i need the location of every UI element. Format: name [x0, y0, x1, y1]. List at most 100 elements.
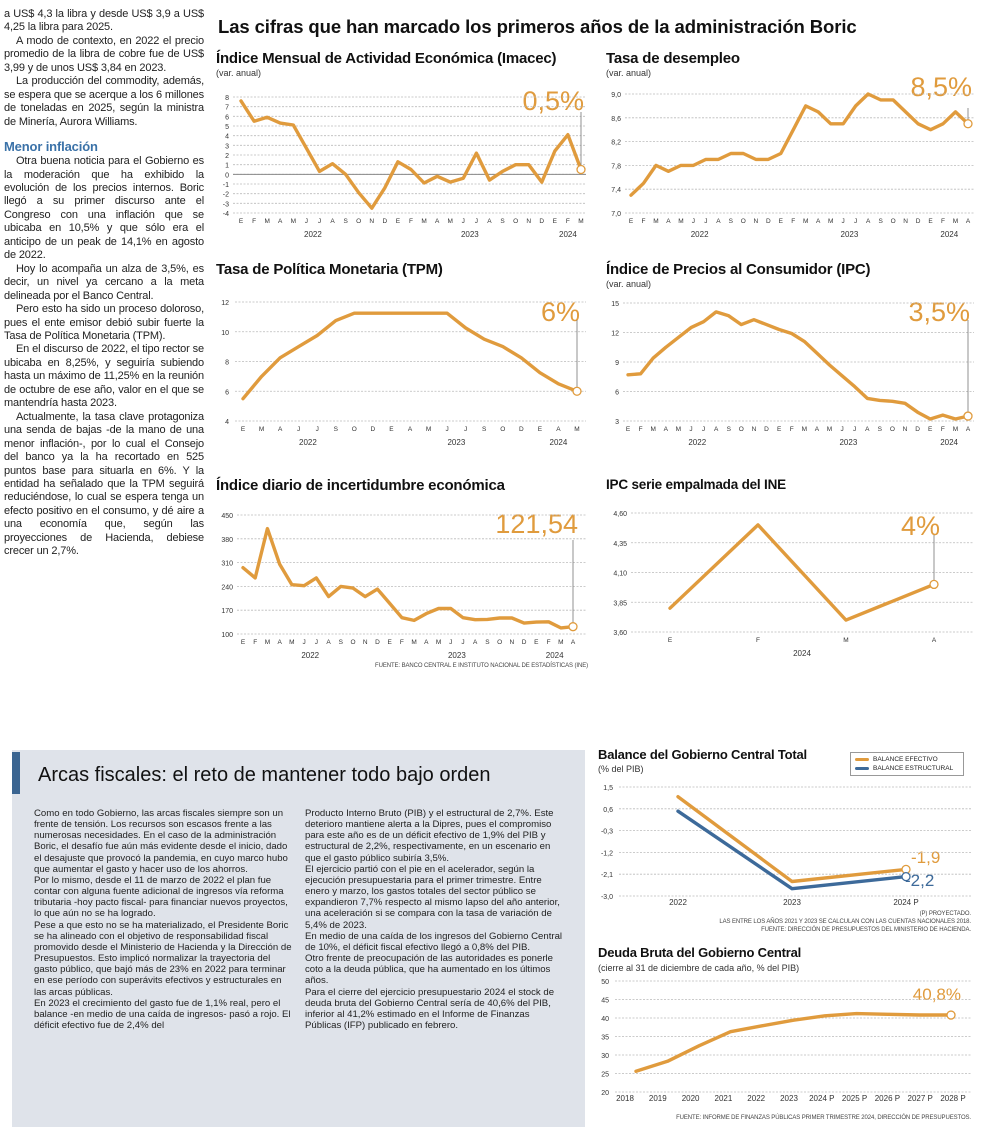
x-tick-label: D: [375, 639, 380, 646]
x-tick-label: N: [752, 426, 757, 433]
x-tick-label: A: [815, 426, 820, 433]
x-tick-label: F: [756, 637, 760, 644]
y-tick-label: 40: [601, 1016, 609, 1023]
paragraph: Otra buena noticia para el Gobierno es l…: [4, 155, 204, 262]
x-tick-label: A: [487, 218, 492, 225]
x-tick-label: O: [497, 639, 502, 646]
x-tick-label: M: [953, 426, 958, 433]
x-tick-label: 2020: [682, 1094, 700, 1103]
y-tick-label: 4,10: [613, 571, 627, 578]
chart-callout: 0,5%: [522, 86, 584, 116]
x-tick-label: N: [510, 639, 515, 646]
x-tick-label: J: [702, 426, 705, 433]
x-tick-label: F: [253, 639, 257, 646]
year-label: 2022: [299, 438, 317, 447]
x-tick-label: A: [866, 218, 871, 225]
series-line: [241, 526, 575, 630]
end-point-marker: [946, 1010, 956, 1020]
x-tick-label: J: [461, 639, 464, 646]
y-tick-label: 6: [225, 114, 229, 121]
year-label: 2023: [839, 438, 857, 447]
x-tick-label: E: [928, 218, 933, 225]
x-tick-label: M: [265, 639, 270, 646]
x-tick-label: S: [482, 426, 487, 433]
x-tick-label: A: [408, 426, 413, 433]
x-tick-label: F: [941, 426, 945, 433]
x-tick-label: E: [779, 218, 784, 225]
chart-title: Tasa de Política Monetaria (TPM): [216, 261, 443, 278]
x-tick-label: A: [278, 218, 283, 225]
chart-imacec: Índice Mensual de Actividad Económica (I…: [213, 50, 590, 250]
y-tick-label: 1,5: [603, 785, 613, 792]
year-label: 2023: [447, 438, 465, 447]
series-line: [626, 310, 970, 421]
y-tick-label: 8: [225, 95, 229, 102]
y-tick-label: 0,6: [603, 807, 613, 814]
year-label: 2024: [559, 230, 577, 239]
y-tick-label: 3,85: [613, 600, 627, 607]
x-tick-label: A: [435, 218, 440, 225]
chart-callout: 4%: [900, 511, 940, 541]
x-tick-label: F: [941, 218, 945, 225]
paragraph: Pero esto ha sido un proceso doloroso, p…: [4, 303, 204, 342]
x-tick-label: F: [252, 218, 256, 225]
x-tick-label: M: [676, 426, 681, 433]
y-tick-label: 240: [221, 584, 233, 591]
y-tick-label: -1: [223, 182, 229, 189]
series-line: [629, 92, 970, 197]
x-tick-label: F: [400, 639, 404, 646]
x-tick-label: J: [297, 426, 300, 433]
x-tick-label: E: [241, 639, 246, 646]
x-tick-label: 2027 P: [908, 1094, 933, 1103]
legend-swatch: [855, 758, 869, 761]
chart-plot: 8 7 6 5 4 3 2 1 0 -1 -2 -3 -4 E F M A M J J A S O N D E F M A M J J A S O N…: [223, 95, 586, 239]
subheading: Menor inflación: [4, 139, 98, 155]
paragraph: Pese a que esto no se ha materializado, …: [34, 919, 292, 998]
x-tick-label: M: [291, 218, 296, 225]
x-tick-label: M: [802, 426, 807, 433]
chart-subtitle: (var. anual): [606, 279, 652, 289]
x-tick-label: O: [890, 426, 895, 433]
box-column-2: Producto Interno Bruto (PIB) y el estruc…: [305, 808, 567, 1031]
x-tick-label: N: [753, 218, 758, 225]
chart-callout: 3,5%: [908, 297, 970, 327]
chart-plot: 50 45 40 35 30 25 20 2018 2019 2020 2021 2022 2023 20…: [601, 979, 971, 1103]
y-tick-label: 25: [601, 1072, 609, 1079]
x-tick-label: M: [803, 218, 808, 225]
chart-note: LAS ENTRE LOS AÑOS 2021 Y 2023 SE CALCUL…: [719, 919, 971, 925]
x-tick-label: S: [343, 218, 348, 225]
end-point-marker: [963, 411, 973, 421]
x-tick-label: E: [777, 426, 782, 433]
y-tick-label: 4,35: [613, 541, 627, 548]
x-tick-label: J: [302, 639, 305, 646]
paragraph: Como en todo Gobierno, las arcas fiscale…: [34, 808, 288, 875]
chart-desempleo: Tasa de desempleo (var. anual) 8,5% 9,0 8…: [603, 50, 978, 250]
x-tick-label: E: [534, 639, 539, 646]
paragraph: Otro frente de preocupación de las autor…: [305, 953, 553, 987]
chart-note: (P) PROYECTADO.: [919, 911, 972, 917]
x-tick-label: M: [264, 218, 269, 225]
year-label: 2023: [841, 230, 859, 239]
x-tick-label: A: [816, 218, 821, 225]
paragraph: Hoy lo acompaña un alza de 3,5%, es deci…: [4, 262, 204, 302]
x-tick-label: M: [448, 218, 453, 225]
x-tick-label: M: [650, 426, 655, 433]
y-tick-label: -1,2: [601, 850, 613, 857]
x-tick-label: E: [626, 426, 631, 433]
y-tick-label: 7: [225, 105, 229, 112]
chart-ipc-empalmada: IPC serie empalmada del INE 4% 4,60 4,35 4…: [603, 473, 978, 678]
y-tick-label: -3,0: [601, 894, 613, 901]
end-label-estructural: -2,2: [905, 871, 935, 890]
x-tick-label: M: [828, 218, 833, 225]
year-label: 2024: [546, 651, 564, 660]
x-tick-label: J: [305, 218, 308, 225]
paragraph: Para el cierre del ejercicio presupuesta…: [305, 986, 555, 1031]
x-tick-label: A: [664, 426, 669, 433]
chart-callout: 121,54: [495, 509, 578, 539]
paragraph: La producción del commodity, además, se …: [4, 75, 204, 128]
y-tick-label: -2: [223, 192, 229, 199]
x-tick-label: M: [578, 218, 583, 225]
x-tick-label: D: [522, 639, 527, 646]
legend-label: BALANCE ESTRUCTURAL: [873, 765, 954, 772]
x-tick-label: 2028 P: [940, 1094, 965, 1103]
